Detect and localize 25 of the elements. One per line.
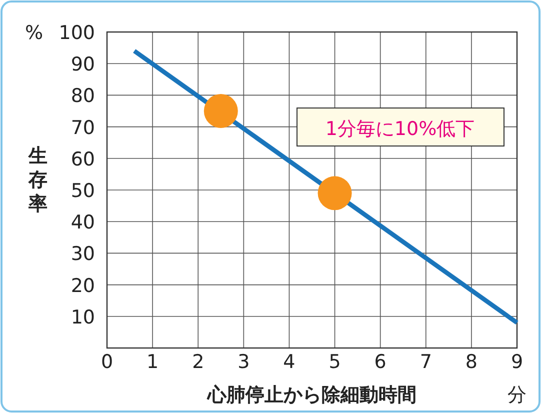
- annotation: 1分毎に10%低下: [325, 118, 475, 140]
- x-tick-label: 9: [510, 351, 524, 373]
- x-tick-label: 4: [283, 351, 296, 373]
- y-tick-label: 40: [70, 212, 95, 234]
- x-tick-label: 8: [465, 351, 478, 373]
- y-tick-label: 100: [58, 22, 95, 44]
- x-tick-label: 7: [420, 351, 432, 373]
- y-tick-label: 30: [70, 243, 95, 266]
- y-tick-label: 20: [70, 274, 95, 297]
- y-tick-label: 50: [70, 180, 95, 202]
- x-tick-label: 0: [100, 351, 114, 373]
- y-tick-label: 70: [70, 116, 95, 139]
- x-tick-label: 1: [146, 351, 159, 373]
- y-tick-label: 80: [70, 85, 95, 108]
- text: 分: [508, 384, 526, 406]
- x-tick-label: 6: [374, 351, 386, 373]
- y-axis-title: 生存率: [28, 145, 48, 215]
- y-tick-label: 10: [70, 306, 95, 328]
- x-axis-title: 心肺停止から除細動時間: [206, 384, 416, 406]
- y-tick-label: 60: [70, 148, 95, 170]
- text: %: [25, 22, 44, 44]
- x-tick-label: 5: [328, 351, 341, 373]
- x-tick-label: 2: [192, 351, 204, 373]
- y-tick-label: 90: [70, 54, 95, 76]
- x-tick-label: 3: [238, 351, 250, 373]
